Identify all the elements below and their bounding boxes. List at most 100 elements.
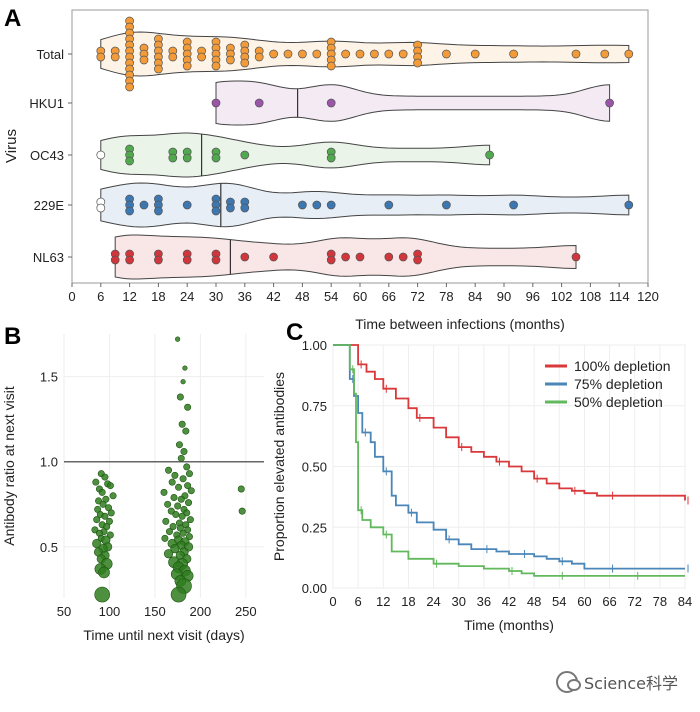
x-tick-label: 84: [468, 289, 482, 304]
x-tick-label: 84: [678, 594, 692, 609]
watermark-text: Science科学: [584, 674, 679, 693]
x-tick-label: 78: [439, 289, 453, 304]
data-point: [96, 203, 106, 213]
data-point: [125, 255, 134, 265]
data-point: [174, 502, 182, 510]
data-point: [326, 255, 336, 265]
x-tick-label: 0: [68, 289, 75, 304]
data-point: [185, 470, 193, 478]
data-point: [605, 98, 614, 108]
x-tick-label: 42: [266, 289, 280, 304]
data-point: [413, 58, 422, 68]
data-point: [96, 52, 106, 62]
data-point: [240, 150, 250, 160]
series-line: [333, 344, 686, 501]
x-tick-label: 48: [295, 289, 309, 304]
x-axis-label: Time between infections (months): [355, 316, 565, 332]
x-tick-label: 72: [627, 594, 641, 609]
legend-label: 75% depletion: [574, 376, 663, 392]
data-point: [182, 427, 190, 435]
data-point: [398, 49, 408, 59]
x-tick-label: 78: [653, 594, 667, 609]
data-point: [168, 153, 178, 163]
x-tick-label: 250: [235, 604, 257, 619]
data-point: [238, 507, 246, 515]
data-point: [470, 49, 480, 59]
data-point: [106, 482, 114, 490]
data-point: [624, 49, 634, 59]
data-point: [197, 52, 206, 62]
data-point: [571, 49, 581, 59]
y-tick-label: 0.50: [302, 460, 327, 475]
x-tick-label: 60: [577, 594, 591, 609]
data-point: [370, 49, 379, 59]
data-point: [161, 534, 169, 542]
data-point: [178, 512, 186, 520]
data-point: [211, 61, 221, 71]
data-point: [92, 478, 100, 486]
data-point: [96, 150, 106, 160]
x-tick-label: 100: [99, 604, 121, 619]
data-point: [185, 499, 193, 507]
data-point: [186, 516, 194, 524]
data-point: [110, 52, 120, 62]
x-tick-label: 36: [477, 594, 491, 609]
panel-letter: B: [4, 323, 21, 350]
data-point: [170, 544, 180, 554]
x-tick-label: 30: [451, 594, 465, 609]
x-tick-label: 54: [552, 594, 566, 609]
x-tick-label: 0: [329, 594, 336, 609]
data-point: [180, 448, 188, 456]
data-point: [94, 586, 110, 603]
y-axis-label: Virus: [3, 129, 20, 163]
x-tick-label: 30: [209, 289, 223, 304]
data-point: [99, 500, 107, 508]
category-label: OC43: [30, 148, 64, 163]
data-point: [182, 365, 188, 371]
data-point: [154, 206, 163, 216]
x-tick-label: 6: [355, 594, 362, 609]
data-point: [180, 379, 186, 385]
x-tick-label: 12: [122, 289, 136, 304]
data-point: [176, 393, 184, 401]
data-point: [175, 336, 181, 342]
data-point: [98, 488, 106, 496]
data-point: [175, 441, 183, 449]
x-tick-label: 36: [238, 289, 252, 304]
data-point: [154, 64, 163, 74]
y-tick-label: 1.0: [40, 455, 58, 470]
x-tick-label: 24: [180, 289, 194, 304]
category-label: 229E: [34, 198, 65, 213]
data-point: [182, 61, 192, 71]
data-point: [600, 49, 610, 59]
data-point: [110, 255, 120, 265]
data-point: [384, 200, 394, 210]
data-point: [184, 403, 192, 411]
data-point: [160, 488, 168, 496]
data-point: [93, 516, 101, 524]
x-tick-label: 200: [190, 604, 212, 619]
data-point: [384, 49, 394, 59]
data-point: [170, 586, 187, 603]
x-tick-label: 50: [57, 604, 71, 619]
data-point: [179, 529, 187, 537]
wechat-icon: [556, 671, 581, 693]
y-axis-label: Proportion elevated antibodies: [271, 372, 287, 561]
data-point: [101, 512, 109, 520]
y-tick-label: 1.5: [40, 370, 58, 385]
data-point: [139, 200, 149, 210]
x-tick-label: 96: [526, 289, 540, 304]
data-point: [163, 549, 174, 559]
data-point: [240, 58, 250, 68]
data-point: [326, 200, 336, 210]
data-point: [187, 487, 195, 495]
data-point: [312, 49, 322, 59]
data-point: [509, 49, 518, 59]
data-point: [182, 153, 192, 163]
data-point: [175, 483, 183, 491]
x-tick-label: 66: [382, 289, 396, 304]
x-tick-label: 72: [410, 289, 424, 304]
data-point: [211, 255, 221, 265]
data-point: [226, 55, 235, 65]
data-point: [177, 454, 185, 462]
